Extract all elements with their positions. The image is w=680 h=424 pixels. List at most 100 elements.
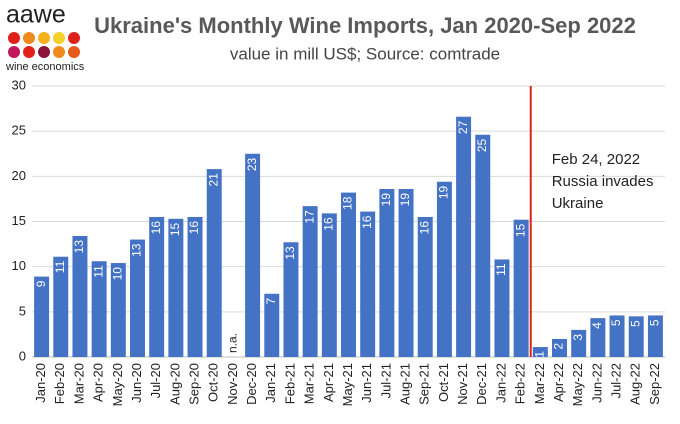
value-label: 27 bbox=[456, 120, 470, 134]
value-label: 3 bbox=[571, 334, 585, 341]
value-label: 1 bbox=[532, 351, 546, 358]
value-label: 13 bbox=[283, 246, 297, 260]
bar bbox=[494, 259, 510, 357]
bar bbox=[532, 347, 548, 357]
bar bbox=[417, 216, 433, 357]
bar bbox=[187, 216, 203, 357]
x-tick-label: Apr-20 bbox=[91, 363, 106, 402]
value-label: 16 bbox=[417, 221, 431, 235]
value-label: 13 bbox=[72, 240, 86, 254]
chart-subtitle: value in mill US$; Source: comtrade bbox=[230, 44, 500, 63]
y-tick-label: 15 bbox=[12, 213, 26, 228]
logo-subtitle: wine economics bbox=[5, 61, 85, 73]
bar bbox=[302, 206, 318, 357]
x-tick-label: Aug-20 bbox=[167, 363, 182, 405]
value-label: 21 bbox=[206, 173, 220, 187]
value-label: 13 bbox=[130, 243, 144, 257]
value-label: 17 bbox=[302, 210, 316, 224]
bar bbox=[53, 256, 69, 357]
value-label: 16 bbox=[360, 215, 374, 229]
x-tick-label: Jun-20 bbox=[129, 363, 144, 403]
x-tick-label: Jan-20 bbox=[33, 363, 48, 403]
y-tick-label: 25 bbox=[12, 123, 26, 138]
x-tick-label: May-20 bbox=[110, 363, 125, 406]
bar bbox=[609, 315, 625, 357]
value-label: 23 bbox=[245, 157, 259, 171]
x-tick-label: Jan-21 bbox=[263, 363, 278, 403]
annotation: Russia invades bbox=[552, 173, 654, 190]
value-label: 19 bbox=[437, 185, 451, 199]
value-label: 11 bbox=[53, 260, 67, 273]
x-tick-label: Mar-22 bbox=[532, 363, 547, 404]
bar bbox=[398, 188, 414, 357]
bar bbox=[552, 338, 567, 357]
x-tick-label: Oct-21 bbox=[436, 363, 451, 402]
x-tick-label: Feb-20 bbox=[52, 363, 67, 404]
x-tick-label: Aug-22 bbox=[628, 363, 643, 405]
bar bbox=[206, 169, 222, 357]
value-label: 4 bbox=[590, 322, 604, 329]
x-tick-label: Dec-21 bbox=[474, 363, 489, 405]
x-tick-label: Sep-22 bbox=[647, 363, 662, 405]
logo-dot bbox=[38, 32, 50, 44]
x-tick-label: Nov-20 bbox=[225, 363, 240, 405]
value-label: 11 bbox=[494, 263, 508, 276]
bar bbox=[168, 218, 184, 357]
y-tick-label: 10 bbox=[12, 258, 26, 273]
value-label: 15 bbox=[513, 223, 527, 237]
bar bbox=[341, 192, 356, 357]
x-tick-label: Dec-20 bbox=[244, 363, 259, 405]
annotation: Ukraine bbox=[552, 195, 604, 212]
logo-dot bbox=[38, 46, 50, 58]
x-tick-label: Apr-21 bbox=[321, 363, 336, 402]
bar bbox=[379, 188, 395, 357]
bar bbox=[91, 261, 107, 357]
value-label: 11 bbox=[91, 265, 105, 278]
logo-dot bbox=[68, 32, 80, 44]
bar bbox=[475, 134, 491, 357]
value-label: 16 bbox=[149, 221, 163, 235]
x-tick-label: Jul-21 bbox=[378, 363, 393, 398]
logo-dot bbox=[8, 46, 20, 58]
bar bbox=[72, 235, 88, 357]
value-label: 25 bbox=[475, 138, 489, 152]
value-label: 18 bbox=[341, 196, 355, 210]
y-tick-label: 30 bbox=[12, 77, 26, 92]
bar bbox=[321, 213, 337, 357]
bar bbox=[34, 276, 50, 357]
y-tick-label: 5 bbox=[19, 303, 26, 318]
value-label: 10 bbox=[110, 267, 124, 281]
y-tick-label: 20 bbox=[12, 168, 26, 183]
value-label: 7 bbox=[264, 297, 278, 304]
x-tick-label: Sep-20 bbox=[186, 363, 201, 405]
logo-dot bbox=[8, 32, 20, 44]
bar bbox=[513, 219, 529, 357]
bar bbox=[628, 316, 644, 357]
y-tick-label: 0 bbox=[19, 348, 26, 363]
bar bbox=[110, 263, 126, 357]
value-label: 2 bbox=[552, 343, 566, 350]
chart-title: Ukraine's Monthly Wine Imports, Jan 2020… bbox=[94, 13, 636, 38]
logo-dot bbox=[23, 46, 35, 58]
bar bbox=[149, 216, 165, 357]
x-tick-label: Nov-21 bbox=[455, 363, 470, 405]
x-tick-label: Jun-22 bbox=[589, 363, 604, 403]
bar bbox=[283, 242, 299, 357]
x-tick-label: May-21 bbox=[340, 363, 355, 406]
value-label: 19 bbox=[379, 193, 393, 207]
bar bbox=[360, 211, 376, 357]
bar bbox=[647, 315, 663, 357]
value-label: 5 bbox=[609, 319, 623, 326]
bar bbox=[571, 329, 587, 357]
bar bbox=[130, 239, 145, 357]
bar bbox=[590, 318, 606, 357]
x-tick-label: Feb-21 bbox=[282, 363, 297, 404]
value-label: 5 bbox=[628, 320, 642, 327]
x-tick-label: Jul-20 bbox=[148, 363, 163, 398]
x-tick-label: Jun-21 bbox=[359, 363, 374, 403]
value-label: 5 bbox=[648, 319, 662, 326]
x-tick-label: Oct-20 bbox=[206, 363, 221, 402]
logo-dot bbox=[23, 32, 35, 44]
bar bbox=[245, 153, 261, 357]
